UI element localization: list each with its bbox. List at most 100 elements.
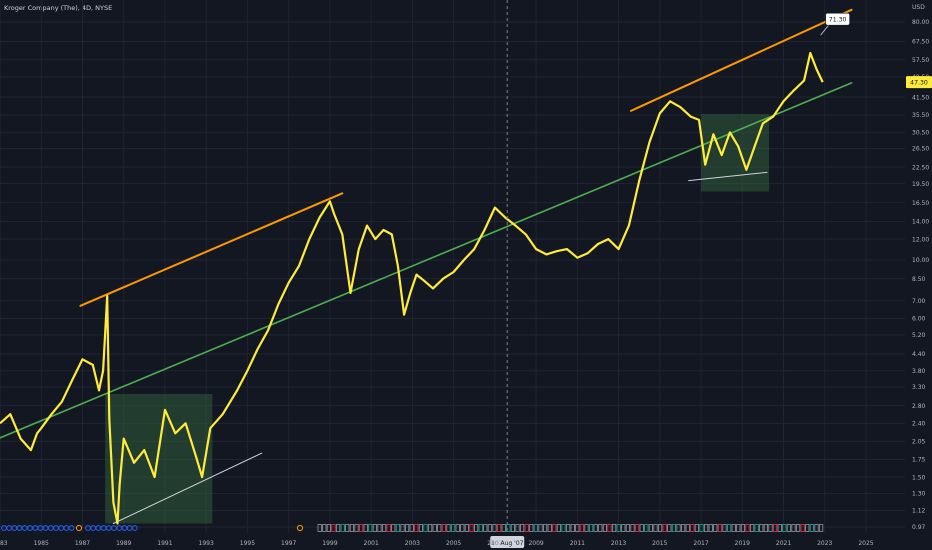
earnings-marker-icon[interactable] [727, 524, 732, 532]
earnings-marker-icon[interactable] [694, 524, 700, 532]
dividend-marker-icon[interactable] [32, 525, 39, 531]
earnings-marker-icon[interactable] [773, 524, 778, 532]
earnings-marker-icon[interactable] [441, 524, 447, 532]
earnings-marker-icon[interactable] [395, 524, 401, 532]
dividend-marker-icon[interactable] [90, 525, 97, 531]
earnings-marker-icon[interactable] [464, 524, 470, 532]
resistance-line[interactable] [79, 192, 344, 307]
earnings-marker-icon[interactable] [432, 524, 437, 532]
earnings-marker-icon[interactable] [322, 524, 327, 532]
earnings-marker-icon[interactable] [556, 524, 562, 532]
earnings-marker-icon[interactable] [446, 524, 451, 532]
earnings-marker-icon[interactable] [570, 524, 575, 532]
earnings-marker-icon[interactable] [740, 524, 746, 532]
earnings-marker-icon[interactable] [496, 524, 502, 532]
dividend-marker-icon[interactable] [37, 525, 44, 531]
price-axis[interactable]: 80.0067.5057.5049.5041.5035.5030.5026.50… [912, 4, 929, 531]
dividend-marker-icon[interactable] [53, 525, 59, 531]
earnings-marker-icon[interactable] [699, 524, 704, 532]
earnings-marker-icon[interactable] [377, 524, 382, 532]
time-axis[interactable]: 1983 1985 1987 1989 1991 1993 1995 1997 1999 2001… [0, 540, 874, 547]
earnings-marker-icon[interactable] [340, 524, 345, 532]
dividend-marker-icon[interactable] [131, 525, 138, 531]
earnings-marker-icon[interactable] [423, 524, 428, 532]
dividend-marker-icon[interactable] [21, 525, 28, 531]
earnings-marker-icon[interactable] [809, 524, 815, 532]
earnings-marker-icon[interactable] [381, 524, 387, 532]
dividend-marker-icon[interactable] [42, 525, 49, 531]
earnings-marker-icon[interactable] [409, 524, 414, 532]
dividend-marker-icon[interactable] [126, 525, 133, 531]
earnings-marker-icon[interactable] [805, 524, 810, 532]
earnings-marker-icon[interactable] [584, 524, 589, 532]
dividend-marker-icon[interactable] [6, 525, 13, 531]
earnings-marker-icon[interactable] [414, 524, 419, 532]
earnings-marker-icon[interactable] [814, 524, 819, 532]
earnings-marker-icon[interactable] [598, 524, 603, 532]
earnings-marker-icon[interactable] [354, 524, 359, 532]
earnings-marker-icon[interactable] [386, 524, 391, 532]
earnings-marker-icon[interactable] [777, 524, 782, 532]
earnings-marker-icon[interactable] [639, 524, 644, 532]
earnings-marker-icon[interactable] [533, 524, 539, 532]
earnings-marker-icon[interactable] [644, 524, 649, 532]
earnings-marker-icon[interactable] [593, 524, 598, 532]
earnings-marker-icon[interactable] [763, 524, 769, 532]
earnings-marker-icon[interactable] [579, 524, 585, 532]
earnings-marker-icon[interactable] [791, 524, 796, 532]
earnings-marker-icon[interactable] [658, 524, 663, 532]
dividend-marker-icon[interactable] [1, 525, 7, 531]
earnings-marker-icon[interactable] [717, 524, 723, 532]
earnings-marker-icon[interactable] [754, 524, 759, 532]
earnings-marker-icon[interactable] [529, 524, 534, 532]
dividend-marker-icon[interactable] [116, 525, 123, 531]
earnings-marker-icon[interactable] [391, 524, 396, 532]
earnings-marker-icon[interactable] [681, 524, 686, 532]
earnings-marker-icon[interactable] [552, 524, 557, 532]
earnings-marker-icon[interactable] [317, 524, 322, 532]
earnings-marker-icon[interactable] [667, 524, 672, 532]
earnings-marker-icon[interactable] [800, 524, 805, 532]
earnings-marker-icon[interactable] [616, 524, 621, 532]
earnings-marker-icon[interactable] [736, 524, 741, 532]
earnings-marker-icon[interactable] [713, 524, 718, 532]
earnings-marker-icon[interactable] [566, 524, 571, 532]
earnings-marker-icon[interactable] [662, 524, 667, 532]
earnings-marker-icon[interactable] [331, 524, 336, 532]
dividend-marker-icon[interactable] [58, 525, 65, 531]
dividend-marker-icon[interactable] [63, 525, 70, 531]
earnings-marker-icon[interactable] [473, 524, 479, 532]
earnings-marker-icon[interactable] [676, 524, 681, 532]
earnings-marker-icon[interactable] [345, 524, 350, 532]
dividend-marker-icon[interactable] [105, 525, 112, 531]
earnings-marker-icon[interactable] [400, 524, 405, 532]
earnings-marker-icon[interactable] [483, 524, 488, 532]
dividend-marker-icon[interactable] [121, 525, 128, 531]
earnings-marker-icon[interactable] [648, 524, 654, 532]
earnings-marker-icon[interactable] [427, 524, 433, 532]
earnings-marker-icon[interactable] [510, 524, 516, 532]
earnings-marker-icon[interactable] [450, 524, 456, 532]
earnings-marker-icon[interactable] [782, 524, 787, 532]
dividend-marker-icon[interactable] [100, 525, 107, 531]
earnings-marker-icon[interactable] [731, 524, 736, 532]
earnings-marker-icon[interactable] [515, 524, 520, 532]
earnings-marker-icon[interactable] [607, 524, 612, 532]
support-line[interactable] [688, 171, 768, 182]
earnings-marker-icon[interactable] [722, 524, 727, 532]
trend-line[interactable] [0, 82, 853, 441]
dividend-marker-icon[interactable] [111, 525, 117, 531]
earnings-marker-icon[interactable] [768, 524, 773, 532]
earnings-marker-icon[interactable] [653, 524, 658, 532]
dividend-marker-icon[interactable] [27, 525, 33, 531]
earnings-marker-icon[interactable] [759, 524, 764, 532]
earnings-marker-icon[interactable] [543, 524, 548, 532]
dividend-marker-icon[interactable] [11, 525, 18, 531]
earnings-marker-icon[interactable] [612, 524, 617, 532]
earnings-marker-icon[interactable] [506, 524, 511, 532]
earnings-marker-icon[interactable] [589, 524, 594, 532]
earnings-marker-icon[interactable] [487, 524, 493, 532]
earnings-marker-icon[interactable] [437, 524, 442, 532]
earnings-marker-icon[interactable] [671, 524, 677, 532]
earnings-marker-icon[interactable] [635, 524, 640, 532]
